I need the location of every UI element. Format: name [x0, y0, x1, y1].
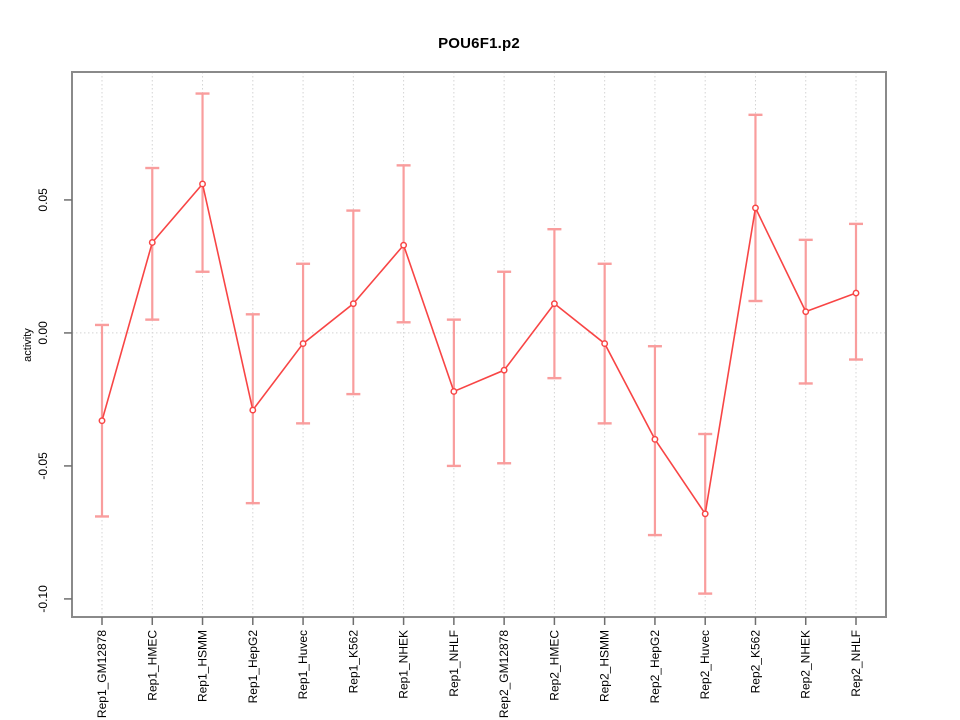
data-point-marker — [651, 435, 659, 443]
x-tick-label: Rep2_HepG2 — [648, 630, 662, 704]
x-tick-label: Rep1_K562 — [346, 630, 360, 694]
x-tick-label: Rep1_HSMM — [196, 630, 210, 702]
y-tick-label: 0.00 — [36, 321, 50, 345]
y-tick-label: -0.05 — [36, 452, 50, 480]
activity-line — [101, 182, 857, 516]
x-tick-label: Rep1_GM12878 — [95, 630, 109, 718]
x-tick-label: Rep1_NHLF — [447, 630, 461, 697]
x-tick-label: Rep2_Huvec — [698, 630, 712, 699]
x-tick-label: Rep2_K562 — [748, 630, 762, 694]
x-tick-label: Rep2_HMEC — [547, 630, 561, 701]
data-point-marker — [400, 241, 408, 249]
data-point-marker — [299, 340, 307, 348]
x-tick-label: Rep1_HepG2 — [246, 630, 260, 704]
x-tick-label: Rep1_HMEC — [145, 630, 159, 701]
data-point-marker — [550, 300, 558, 308]
data-point-marker — [148, 239, 156, 246]
data-point-marker — [802, 308, 810, 316]
y-tick-label: -0.10 — [36, 585, 50, 613]
data-point-marker — [852, 289, 860, 297]
data-point-marker — [500, 366, 508, 374]
data-point-marker — [98, 417, 106, 425]
x-tick-label: Rep2_NHEK — [799, 630, 813, 699]
x-tick-label: Rep1_NHEK — [397, 630, 411, 699]
x-tick-label: Rep2_GM12878 — [497, 630, 511, 718]
data-point-marker — [752, 204, 759, 212]
data-point-marker — [450, 387, 458, 395]
y-tick-label: 0.05 — [36, 188, 50, 212]
data-point-marker — [601, 340, 609, 348]
x-tick-label: Rep2_NHLF — [849, 630, 863, 697]
data-point-marker — [249, 406, 257, 414]
data-point-marker — [701, 510, 709, 518]
x-tick-label: Rep2_HSMM — [598, 630, 612, 702]
x-tick-label: Rep1_Huvec — [296, 630, 310, 699]
chart-title: POU6F1.p2 — [438, 35, 520, 52]
data-point-marker — [199, 180, 206, 188]
data-point-marker — [349, 300, 357, 308]
plot-border — [71, 71, 887, 618]
